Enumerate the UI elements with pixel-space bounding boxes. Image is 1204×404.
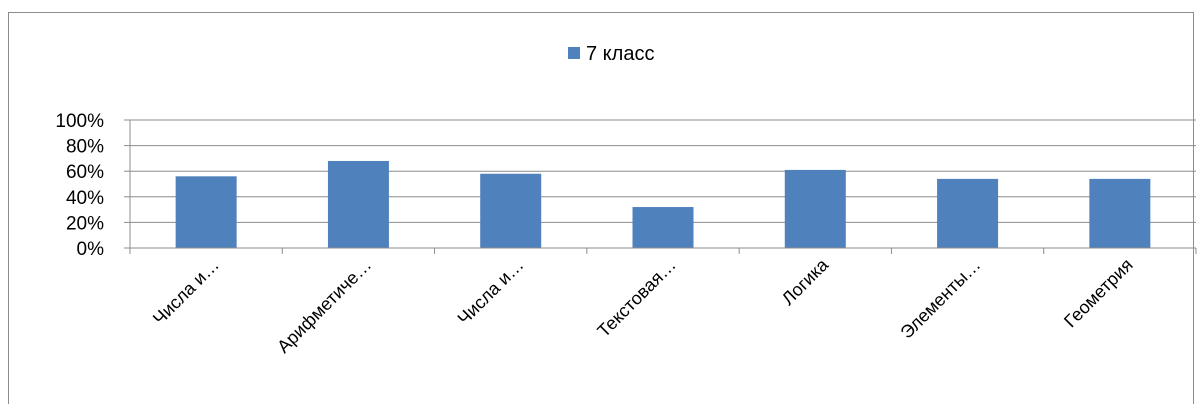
- bar: [937, 178, 999, 248]
- legend-label: 7 класс: [586, 43, 654, 65]
- y-axis-ticks: 0% 20% 40% 60% 80% 100%: [55, 111, 104, 260]
- x-category-label: Элементы…: [896, 255, 984, 343]
- y-tick-label: 100%: [55, 111, 104, 132]
- bar: [1089, 178, 1151, 248]
- y-tick-label: 20%: [66, 213, 104, 234]
- x-axis-labels: Числа и… Арифметиче… Числа и… Текстовая… Лог…: [149, 254, 1137, 357]
- bars: [175, 160, 1151, 248]
- bar: [784, 169, 846, 248]
- bar: [632, 207, 694, 248]
- legend-swatch: [568, 47, 580, 59]
- y-tick-label: 80%: [66, 137, 104, 158]
- x-category-label: Числа и…: [454, 255, 528, 329]
- y-tick-label: 40%: [66, 188, 104, 209]
- legend: 7 класс: [568, 43, 654, 65]
- x-category-label: Числа и…: [149, 255, 223, 329]
- y-tick-label: 0%: [77, 239, 105, 260]
- bar: [327, 160, 389, 248]
- bar: [175, 176, 237, 248]
- axes: [129, 120, 1197, 254]
- x-category-label: Арифметиче…: [273, 255, 375, 357]
- y-tick-label: 60%: [66, 162, 104, 183]
- x-category-label: Геометрия: [1060, 255, 1137, 332]
- chart-frame: [8, 12, 1194, 404]
- bar: [480, 173, 542, 248]
- x-category-label: Логика: [778, 254, 833, 309]
- x-category-label: Текстовая…: [593, 255, 679, 341]
